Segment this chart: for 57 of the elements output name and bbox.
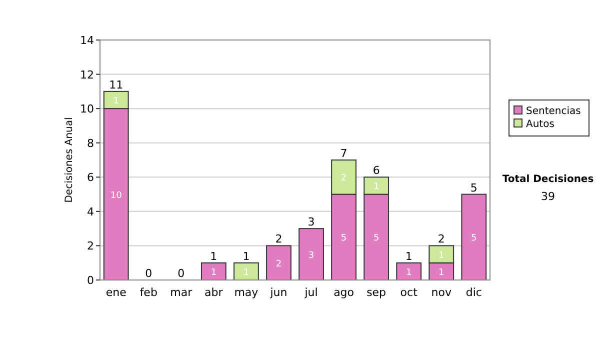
total-label: 5 xyxy=(470,181,478,194)
total-label: 1 xyxy=(242,250,250,263)
data-label: 2 xyxy=(340,174,347,184)
data-label: 5 xyxy=(471,234,477,244)
bar xyxy=(298,228,324,280)
bar xyxy=(266,245,292,280)
x-tick-label: ene xyxy=(106,286,127,299)
x-tick-label: feb xyxy=(140,286,158,299)
total-label: 7 xyxy=(340,147,348,160)
data-label: 5 xyxy=(373,234,380,244)
y-tick-label: 10 xyxy=(80,102,94,116)
y-tick-label: 2 xyxy=(87,240,94,253)
total-label: 0 xyxy=(178,267,185,280)
y-tick-label: 6 xyxy=(87,171,94,184)
data-label: 3 xyxy=(308,250,314,261)
total-label: 2 xyxy=(275,232,282,246)
data-label: 1 xyxy=(210,268,217,278)
y-tick-label: 8 xyxy=(87,136,94,150)
data-label: 1 xyxy=(438,268,444,278)
data-label: 1 xyxy=(243,268,250,278)
text: Total Decisiones xyxy=(502,174,594,185)
y-tick-label: 12 xyxy=(80,68,94,82)
legend-label: Autos xyxy=(526,119,554,130)
bar xyxy=(396,262,422,280)
x-tick-label: abr xyxy=(204,286,224,299)
bar xyxy=(234,262,259,280)
x-tick-label: mar xyxy=(170,286,193,299)
y-tick-label: 4 xyxy=(87,205,94,218)
data-label: 1 xyxy=(406,268,412,278)
data-label: 1 xyxy=(113,96,119,106)
total-label: 6 xyxy=(372,164,380,178)
data-label: 5 xyxy=(340,234,347,244)
y-tick-label: 0 xyxy=(87,274,94,287)
total-label: 1 xyxy=(210,250,218,263)
x-tick-label: may xyxy=(234,286,259,299)
data-label: 2 xyxy=(276,259,282,270)
legend-label: Sentencias xyxy=(526,106,581,117)
x-tick-label: ago xyxy=(334,286,354,299)
x-tick-label: jul xyxy=(304,286,318,299)
x-tick-label: nov xyxy=(431,286,452,299)
total-label: 2 xyxy=(438,232,445,246)
total-label: 1 xyxy=(405,250,412,263)
x-tick-label: sep xyxy=(366,286,386,299)
x-tick-label: dic xyxy=(466,286,482,299)
data-label: 10 xyxy=(110,190,122,201)
total-label: 0 xyxy=(145,267,152,280)
y-axis-title: Decisiones Anual xyxy=(64,117,75,203)
text: 39 xyxy=(541,190,555,203)
x-tick-label: oct xyxy=(400,286,418,299)
y-tick-label: 14 xyxy=(80,34,94,47)
total-label: 11 xyxy=(109,78,124,92)
data-label: 1 xyxy=(373,182,380,192)
x-tick-label: jun xyxy=(269,286,288,299)
bar xyxy=(200,262,226,280)
bar xyxy=(461,194,487,280)
data-label: 1 xyxy=(438,250,444,261)
total-label: 3 xyxy=(308,216,315,229)
